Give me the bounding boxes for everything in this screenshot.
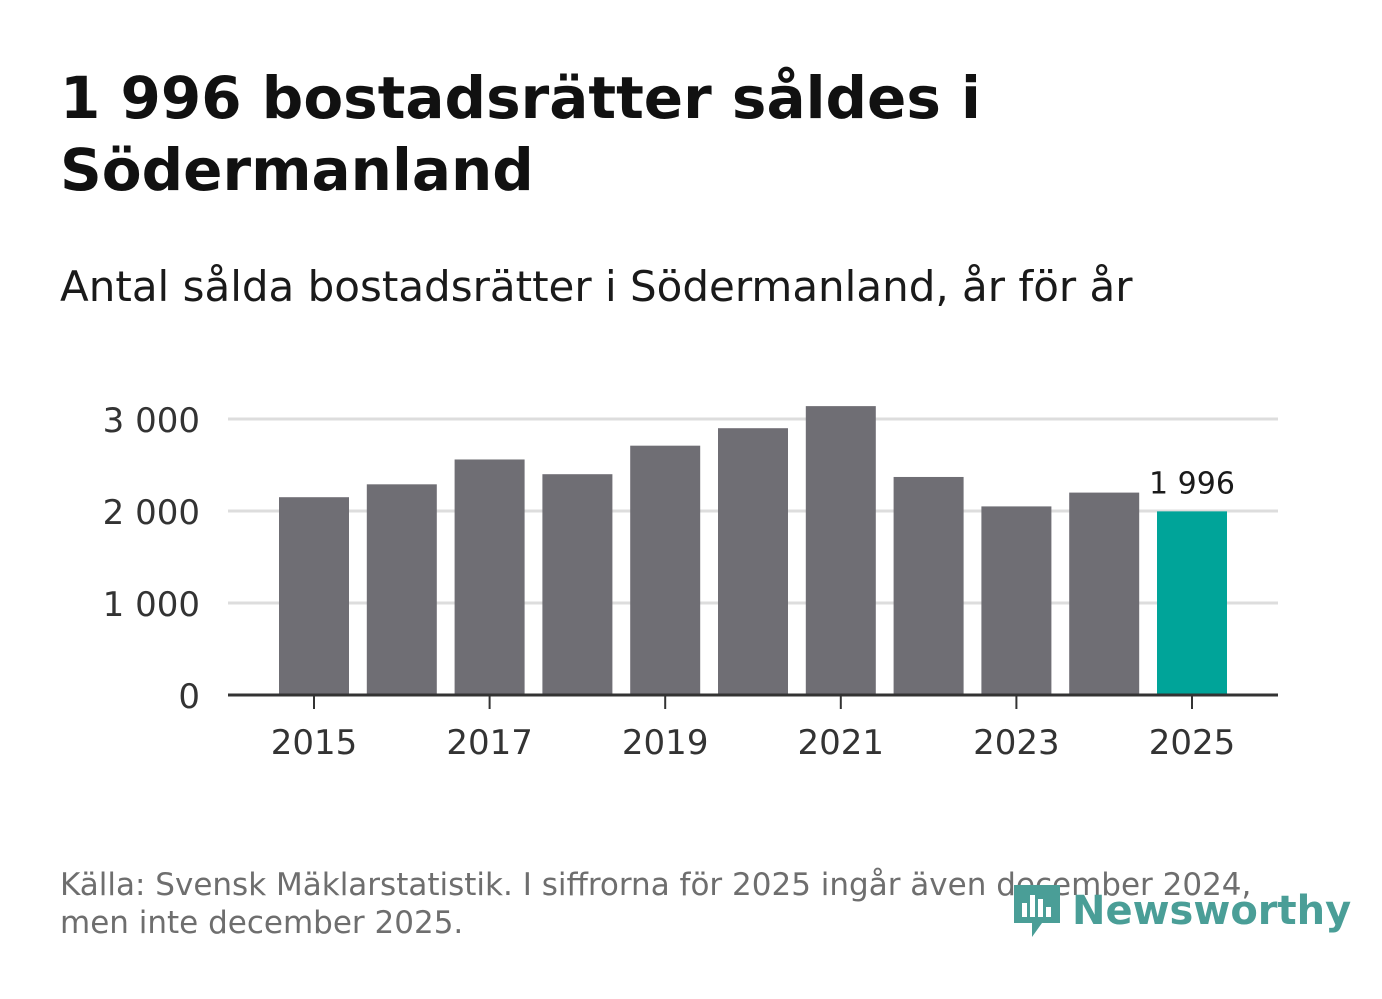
x-tick-label-2015: 2015: [271, 723, 358, 763]
x-tick-label-2025: 2025: [1149, 723, 1236, 763]
bar-2016: [366, 484, 437, 695]
x-tick-label-2017: 2017: [446, 723, 533, 763]
bar-2023: [981, 506, 1052, 695]
newsworthy-logo-text: Newsworthy: [1072, 888, 1352, 934]
bar-2017: [454, 459, 525, 695]
bar-2015: [279, 497, 349, 695]
y-tick-label-2000: 2 000: [103, 493, 200, 533]
bar-2019: [630, 445, 701, 695]
y-tick-label-1000: 1 000: [103, 585, 200, 625]
bar-2020: [718, 428, 788, 695]
source-note-line-2: men inte december 2025.: [60, 905, 464, 941]
y-tick-label-0: 0: [178, 677, 200, 717]
x-tick-label-2023: 2023: [973, 723, 1060, 763]
x-tick-label-2021: 2021: [798, 723, 885, 763]
bar-2022: [893, 476, 964, 695]
newsworthy-logo-icon: [1014, 885, 1060, 937]
chart-subtitle: Antal sålda bostadsrätter i Södermanland…: [60, 262, 1133, 311]
y-tick-label-3000: 3 000: [103, 401, 200, 441]
bar-2018: [542, 474, 613, 695]
bar-2024: [1069, 492, 1140, 695]
chart-title: 1 996 bostadsrätter såldes i Södermanlan…: [60, 64, 981, 204]
bar-2021: [805, 406, 876, 695]
bar-2025: [1157, 511, 1227, 695]
newsworthy-logo: Newsworthy: [1012, 880, 1351, 942]
data-label-2025: 1 996: [1149, 466, 1235, 501]
x-tick-label-2019: 2019: [622, 723, 709, 763]
